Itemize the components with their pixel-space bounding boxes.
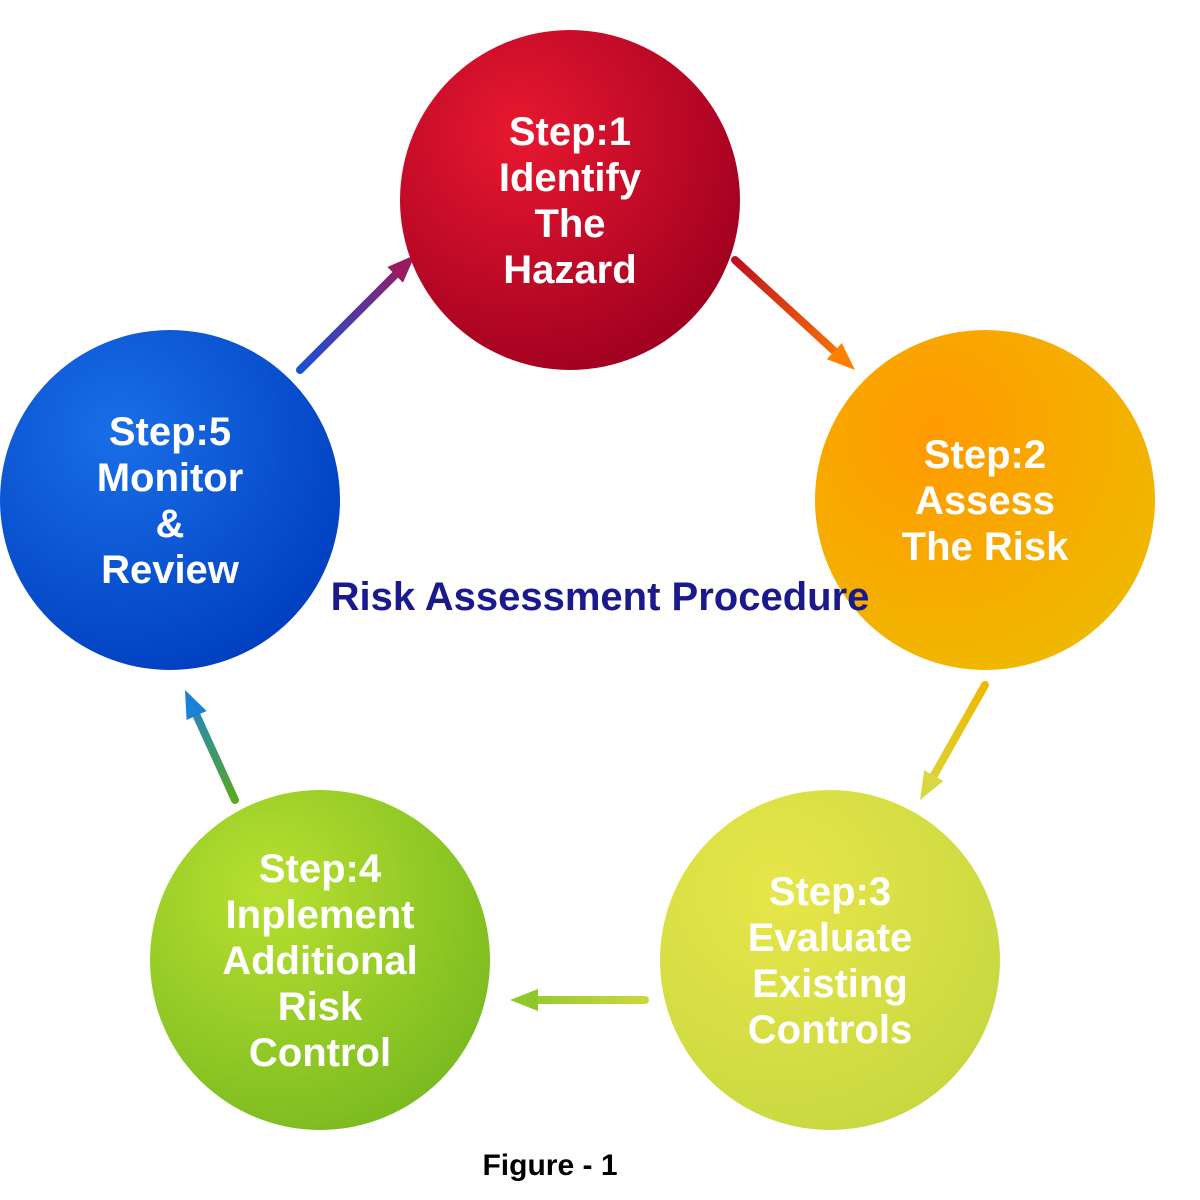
cycle-diagram: Step:1IdentifyTheHazardStep:2AssessThe R… (0, 0, 1200, 1200)
cycle-node-step5 (0, 330, 340, 670)
figure-caption: Figure - 1 (482, 1149, 617, 1182)
cycle-node-step3 (660, 790, 1000, 1130)
cycle-node-step1 (400, 30, 740, 370)
cycle-node-label: Step:2AssessThe Risk (902, 433, 1069, 569)
center-title: Risk Assessment Procedure (331, 575, 870, 619)
